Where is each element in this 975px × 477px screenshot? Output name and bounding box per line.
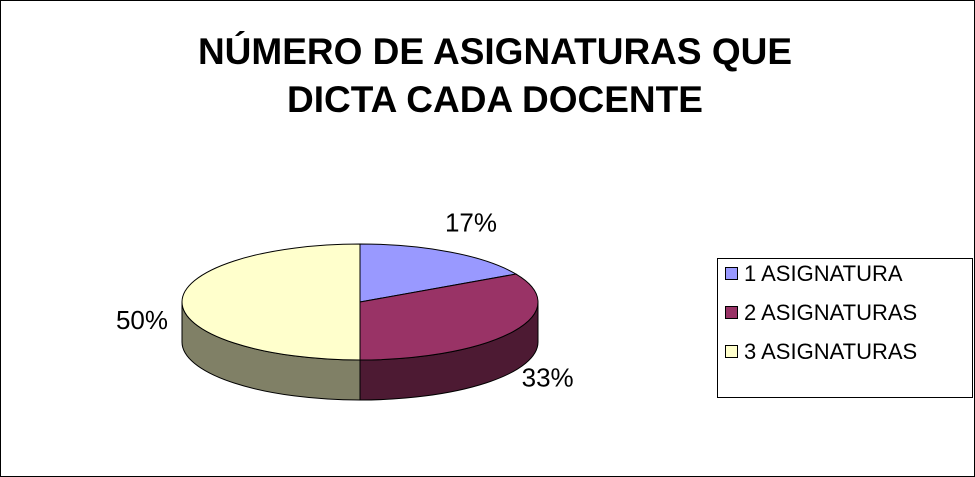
pie-slice: [359, 243, 518, 303]
chart-title: NÚMERO DE ASIGNATURAS QUE DICTA CADA DOC…: [197, 31, 793, 120]
legend-label: 3 ASIGNATURAS: [744, 339, 917, 364]
legend-label: 2 ASIGNATURAS: [744, 300, 917, 325]
data-label: 17%: [445, 208, 497, 238]
legend-swatch: [725, 306, 738, 319]
legend-label: 1 ASIGNATURA: [744, 261, 903, 286]
legend-swatch: [725, 345, 738, 358]
data-label: 50%: [116, 305, 168, 335]
legend-swatch: [725, 267, 738, 280]
data-label: 33%: [522, 362, 574, 392]
pie-slice: [359, 273, 539, 361]
pie-slice: [181, 243, 361, 361]
legend-box: [717, 258, 973, 398]
